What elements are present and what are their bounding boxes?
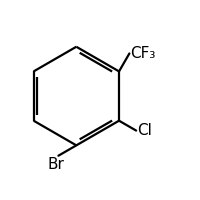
Text: Cl: Cl <box>137 123 152 138</box>
Text: Br: Br <box>48 157 65 172</box>
Text: CF₃: CF₃ <box>130 46 156 61</box>
